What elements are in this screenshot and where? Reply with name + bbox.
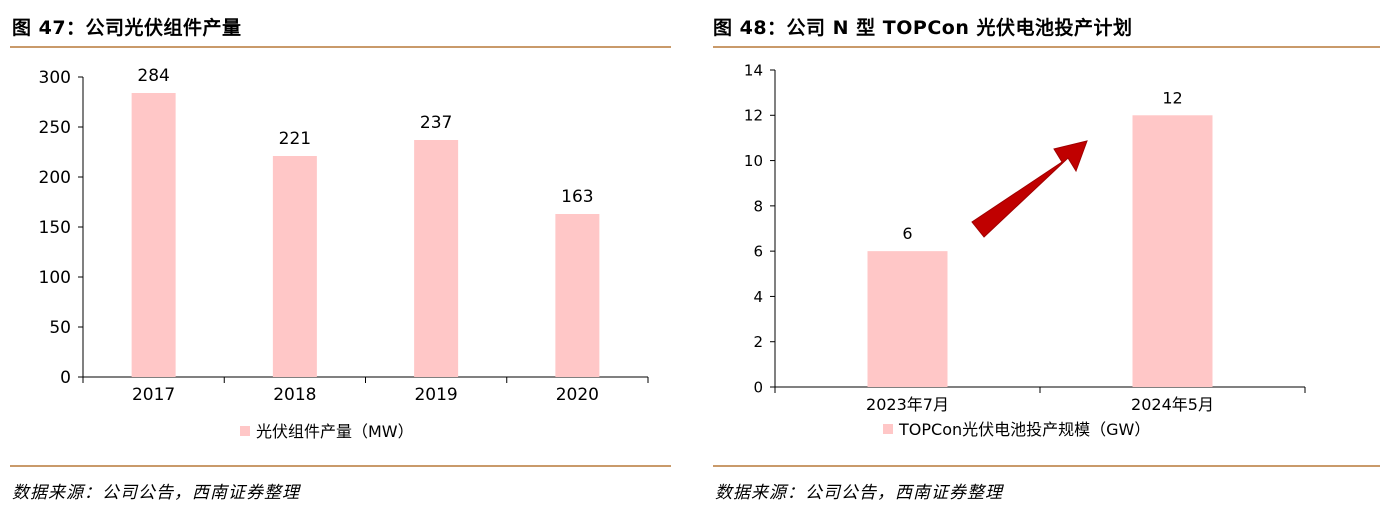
y-tick-label: 10 — [744, 152, 763, 170]
legend-label: 光伏组件产量（MW） — [256, 422, 414, 441]
y-tick-label: 200 — [39, 168, 71, 188]
bar — [1132, 115, 1213, 388]
legend-label: TOPCon光伏电池投产规模（GW） — [898, 420, 1150, 439]
y-tick-label: 4 — [753, 288, 763, 306]
x-tick-label: 2023年7月 — [866, 395, 949, 414]
data-label: 12 — [1162, 88, 1182, 107]
source-note: 数据来源：公司公告，西南证券整理 — [12, 483, 300, 503]
x-tick-label: 2024年5月 — [1131, 395, 1214, 414]
x-tick-label: 2019 — [414, 385, 457, 405]
y-tick-label: 12 — [744, 107, 763, 125]
legend-swatch — [883, 424, 893, 434]
data-label: 163 — [561, 187, 593, 207]
bar — [555, 214, 600, 377]
figure-title: 图 47：公司光伏组件产量 — [12, 17, 242, 39]
y-tick-label: 50 — [49, 318, 71, 338]
figure-title: 图 48：公司 N 型 TOPCon 光伏电池投产计划 — [713, 17, 1133, 39]
bar — [867, 251, 948, 387]
bar — [272, 156, 317, 377]
y-tick-label: 0 — [753, 378, 763, 396]
topcon-capacity-bar-chart: 0 2 4 6 8 10 12 14 6 2023年7月 12 2024年5月 TOPCon光伏电池投产… — [744, 61, 1306, 439]
legend-swatch — [240, 426, 250, 436]
y-tick-label: 14 — [744, 61, 763, 79]
source-rule — [713, 465, 1380, 467]
production-bar-chart: 0 50 100 150 200 250 300 284 2017 221 2018 237 2019 1… — [39, 66, 649, 441]
y-tick-label: 100 — [39, 268, 71, 288]
figure-47-panel: 图 47：公司光伏组件产量 0 50 100 150 200 250 300 284 2017 2… — [0, 0, 680, 516]
y-tick-label: 0 — [60, 368, 71, 388]
source-note: 数据来源：公司公告，西南证券整理 — [715, 483, 1003, 503]
bar — [131, 93, 176, 377]
title-rule — [713, 46, 1380, 48]
y-tick-label: 250 — [39, 118, 71, 138]
y-tick-label: 8 — [753, 197, 763, 215]
y-tick-label: 150 — [39, 218, 71, 238]
figure-48-panel: 图 48：公司 N 型 TOPCon 光伏电池投产计划 0 2 4 6 8 10 12 14 6… — [705, 0, 1388, 516]
source-rule — [10, 465, 671, 467]
y-tick-label: 300 — [39, 68, 71, 88]
data-label: 221 — [279, 129, 311, 149]
y-tick-label: 6 — [753, 243, 763, 261]
bar — [414, 140, 459, 377]
x-tick-label: 2018 — [273, 385, 316, 405]
data-label: 6 — [902, 224, 912, 243]
data-label: 284 — [137, 66, 169, 86]
title-rule — [10, 46, 671, 48]
y-tick-label: 2 — [753, 333, 763, 351]
trend-arrow-icon — [971, 140, 1088, 238]
data-label: 237 — [420, 113, 452, 133]
x-tick-label: 2017 — [132, 385, 175, 405]
x-tick-label: 2020 — [556, 385, 599, 405]
